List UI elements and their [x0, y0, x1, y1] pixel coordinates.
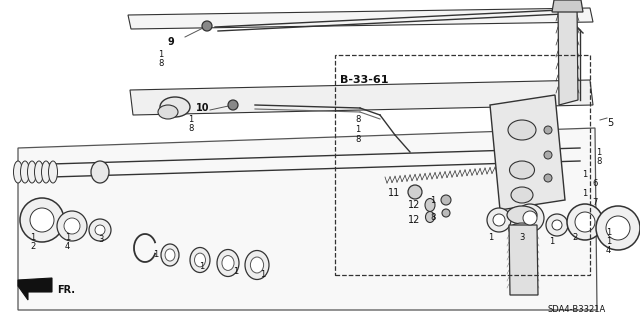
Circle shape	[544, 151, 552, 159]
Circle shape	[228, 100, 238, 110]
Circle shape	[606, 216, 630, 240]
Text: B-33-61: B-33-61	[340, 75, 388, 85]
Text: 1: 1	[260, 270, 265, 279]
Text: 8: 8	[188, 124, 193, 133]
Text: 8: 8	[355, 115, 360, 124]
Circle shape	[442, 209, 450, 217]
Polygon shape	[490, 95, 565, 210]
Text: 1: 1	[233, 267, 238, 276]
Text: 3: 3	[519, 233, 524, 242]
Text: 1: 1	[199, 262, 204, 271]
Ellipse shape	[42, 161, 51, 183]
Ellipse shape	[509, 161, 534, 179]
Text: 3: 3	[98, 235, 104, 244]
Text: 2: 2	[30, 242, 35, 251]
Polygon shape	[128, 8, 593, 29]
Text: 8: 8	[430, 213, 435, 222]
Text: 1: 1	[488, 233, 493, 242]
Ellipse shape	[35, 161, 44, 183]
Circle shape	[57, 211, 87, 241]
Text: 1: 1	[153, 250, 158, 259]
Text: 1: 1	[430, 196, 435, 205]
Bar	[335, 55, 590, 275]
Ellipse shape	[250, 257, 264, 273]
Polygon shape	[18, 128, 597, 310]
Ellipse shape	[91, 161, 109, 183]
Circle shape	[202, 21, 212, 31]
Polygon shape	[509, 225, 538, 295]
Polygon shape	[130, 80, 593, 115]
Circle shape	[596, 206, 640, 250]
Text: 1: 1	[30, 233, 35, 242]
Ellipse shape	[13, 161, 22, 183]
Ellipse shape	[165, 249, 175, 261]
Text: 1: 1	[549, 237, 554, 246]
Text: 1: 1	[606, 228, 611, 237]
Ellipse shape	[190, 248, 210, 272]
Ellipse shape	[511, 187, 533, 203]
Text: 2: 2	[572, 233, 577, 242]
Text: 1: 1	[582, 189, 588, 198]
Polygon shape	[558, 5, 578, 105]
Ellipse shape	[245, 250, 269, 279]
Text: 8: 8	[355, 135, 360, 144]
Circle shape	[64, 218, 80, 234]
Circle shape	[89, 219, 111, 241]
Polygon shape	[18, 278, 52, 300]
Circle shape	[544, 174, 552, 182]
Ellipse shape	[217, 249, 239, 277]
Text: 1: 1	[596, 148, 601, 157]
Circle shape	[567, 204, 603, 240]
Circle shape	[487, 208, 511, 232]
Text: FR.: FR.	[57, 285, 75, 295]
Ellipse shape	[426, 211, 435, 222]
Text: 1: 1	[582, 170, 588, 179]
Ellipse shape	[195, 253, 205, 267]
Text: 1: 1	[188, 115, 193, 124]
Text: 1: 1	[355, 125, 360, 134]
Text: 1: 1	[65, 233, 70, 242]
Text: 12: 12	[408, 200, 420, 210]
Text: 4: 4	[606, 246, 611, 255]
Circle shape	[575, 212, 595, 232]
Circle shape	[30, 208, 54, 232]
Text: 11: 11	[388, 188, 400, 198]
Ellipse shape	[161, 244, 179, 266]
Text: 12: 12	[408, 215, 420, 225]
Ellipse shape	[20, 161, 29, 183]
Circle shape	[546, 214, 568, 236]
Text: 4: 4	[65, 242, 70, 251]
Circle shape	[516, 204, 544, 232]
Circle shape	[441, 195, 451, 205]
Ellipse shape	[425, 198, 435, 211]
Ellipse shape	[28, 161, 36, 183]
Circle shape	[523, 211, 537, 225]
Text: 5: 5	[607, 118, 613, 128]
Text: 9: 9	[167, 37, 173, 47]
Text: 1: 1	[158, 50, 163, 59]
Text: SDA4-B3321A: SDA4-B3321A	[548, 305, 606, 314]
Polygon shape	[552, 0, 583, 12]
Ellipse shape	[160, 97, 190, 117]
Circle shape	[493, 214, 505, 226]
Text: 1: 1	[606, 237, 611, 246]
Ellipse shape	[509, 223, 535, 237]
Circle shape	[544, 126, 552, 134]
Ellipse shape	[49, 161, 58, 183]
Ellipse shape	[222, 256, 234, 271]
Text: 6: 6	[592, 179, 597, 188]
Circle shape	[408, 185, 422, 199]
Text: 7: 7	[592, 198, 597, 207]
Text: 8: 8	[596, 157, 602, 166]
Ellipse shape	[507, 206, 537, 224]
Text: 8: 8	[158, 59, 163, 68]
Circle shape	[552, 220, 562, 230]
Ellipse shape	[158, 105, 178, 119]
Circle shape	[20, 198, 64, 242]
Circle shape	[95, 225, 105, 235]
Text: 10: 10	[196, 103, 209, 113]
Ellipse shape	[508, 120, 536, 140]
